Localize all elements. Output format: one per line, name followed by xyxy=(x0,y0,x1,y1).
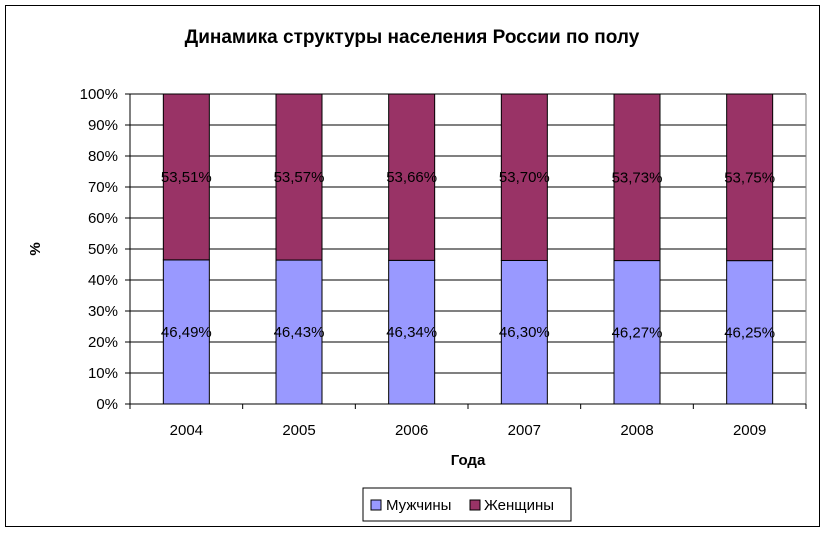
bar-men xyxy=(275,259,323,405)
bar-women xyxy=(388,93,436,261)
y-tick-label: 90% xyxy=(88,117,118,134)
bar-women xyxy=(162,93,210,261)
bar-men xyxy=(726,260,774,405)
legend: Мужчины Женщины xyxy=(362,487,572,522)
data-label: 46,27% xyxy=(612,324,663,341)
legend-box xyxy=(362,487,572,522)
x-tick-label: 2006 xyxy=(395,422,428,439)
data-label: 53,75% xyxy=(724,169,775,186)
y-tick-label: 50% xyxy=(88,241,118,258)
y-axis-title: % xyxy=(27,242,44,255)
bar-women xyxy=(726,93,774,262)
data-label: 46,43% xyxy=(274,324,325,341)
data-label: 53,51% xyxy=(161,169,212,186)
data-label: 53,73% xyxy=(612,169,663,186)
y-tick-label: 100% xyxy=(80,86,118,103)
bars: 46,49% 53,51% 46,43% 53,57% 46,34% 53,66% 46,3… xyxy=(161,93,775,405)
data-label: 46,34% xyxy=(386,324,437,341)
y-tick-label: 20% xyxy=(88,334,118,351)
x-axis-title: Года xyxy=(451,452,486,469)
data-label: 53,66% xyxy=(386,169,437,186)
legend-swatch-men xyxy=(370,499,382,511)
bar-men xyxy=(500,259,548,405)
data-label: 46,25% xyxy=(724,324,775,341)
x-tick-label: 2007 xyxy=(508,422,541,439)
legend-label-women: Женщины xyxy=(484,497,554,514)
bar-women xyxy=(500,93,548,261)
axis-ticks: 0% 10% 20% 30% 40% 50% 60% 70% 80% 90% 100% 2004 200… xyxy=(80,86,807,439)
data-label: 46,30% xyxy=(499,324,550,341)
y-tick-label: 40% xyxy=(88,272,118,289)
x-tick-label: 2004 xyxy=(170,422,203,439)
y-tick-label: 60% xyxy=(88,210,118,227)
y-tick-label: 0% xyxy=(96,396,118,413)
chart-title: Динамика структуры населения России по п… xyxy=(185,27,640,48)
gridlines xyxy=(130,93,806,405)
legend-label-men: Мужчины xyxy=(386,497,451,514)
x-tick-label: 2005 xyxy=(282,422,315,439)
y-tick-label: 80% xyxy=(88,148,118,165)
bar-women xyxy=(613,93,661,262)
y-tick-label: 10% xyxy=(88,365,118,382)
bar-men xyxy=(388,259,436,405)
x-tick-label: 2009 xyxy=(733,422,766,439)
bar-men xyxy=(162,259,210,405)
data-label: 46,49% xyxy=(161,324,212,341)
bar-women xyxy=(275,93,323,261)
y-tick-label: 70% xyxy=(88,179,118,196)
y-tick-label: 30% xyxy=(88,303,118,320)
data-label: 53,70% xyxy=(499,169,550,186)
x-tick-label: 2008 xyxy=(620,422,653,439)
legend-swatch-women xyxy=(469,499,481,511)
data-label: 53,57% xyxy=(274,169,325,186)
